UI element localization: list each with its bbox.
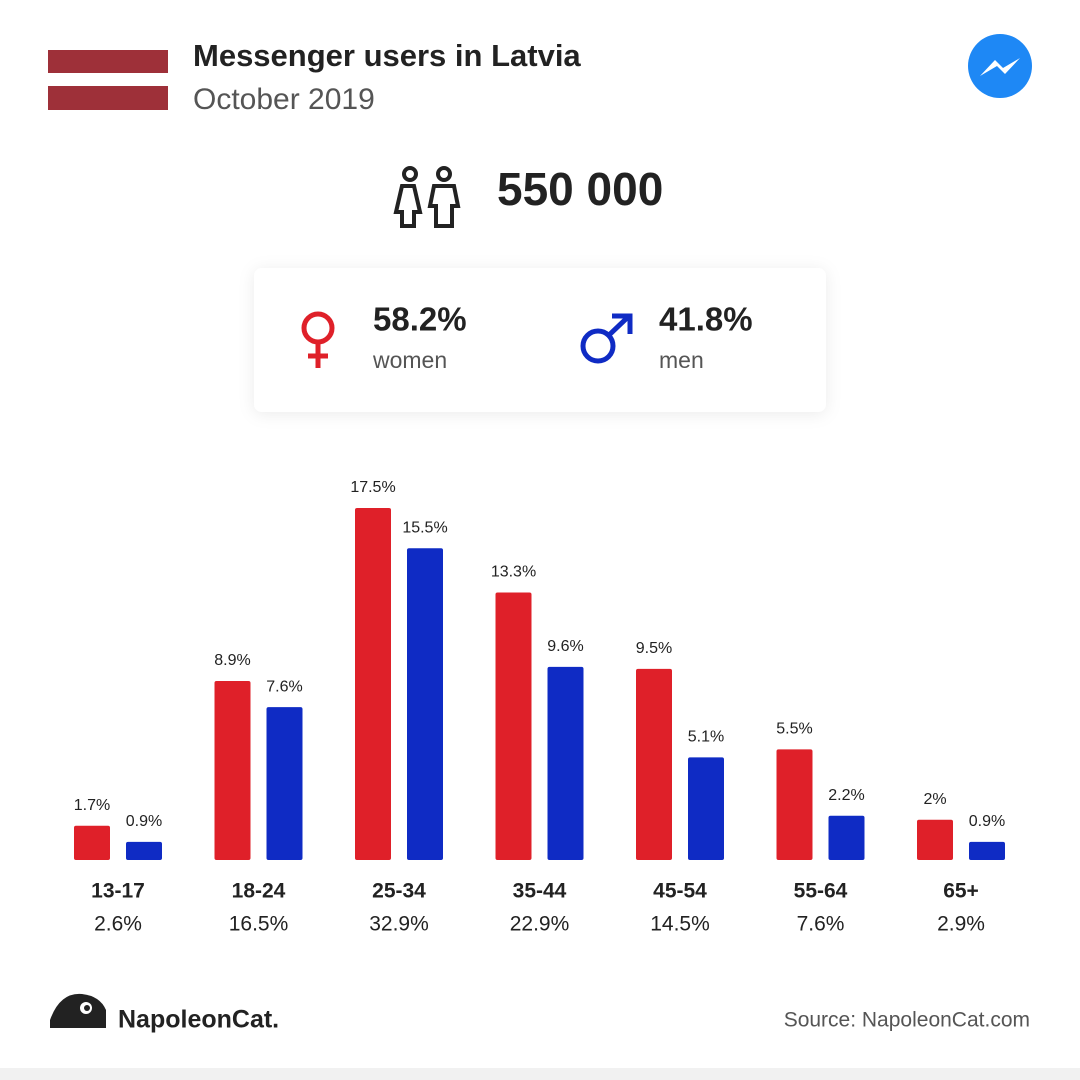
women-label: women	[372, 347, 447, 373]
subtitle: October 2019	[193, 83, 375, 116]
category-label: 13-17	[91, 880, 145, 903]
female-symbol	[301, 311, 335, 368]
category-total: 2.9%	[937, 913, 985, 936]
category-total: 16.5%	[229, 913, 289, 936]
bar	[495, 592, 532, 860]
male-symbol	[580, 313, 633, 364]
bar	[74, 825, 110, 860]
bar	[636, 668, 672, 860]
men-share: 41.8%	[659, 301, 753, 338]
brand: NapoleonCat.	[118, 1006, 279, 1034]
title: Messenger users in Latvia	[193, 38, 581, 73]
men-label: men	[659, 347, 704, 373]
people-icon	[393, 166, 461, 228]
value-label: 0.9%	[969, 813, 1005, 830]
messenger-icon	[968, 34, 1032, 98]
bar	[126, 841, 162, 860]
value-label: 5.5%	[776, 721, 812, 738]
category-total: 14.5%	[650, 913, 710, 936]
value-label: 15.5%	[402, 519, 447, 536]
value-label: 9.5%	[636, 640, 672, 657]
value-label: 5.1%	[688, 729, 724, 746]
value-label: 2.2%	[828, 787, 864, 804]
value-label: 7.6%	[266, 678, 302, 695]
bar	[355, 508, 391, 860]
bar	[828, 815, 865, 860]
category-label: 55-64	[794, 880, 848, 903]
category-total: 7.6%	[797, 913, 845, 936]
bar	[266, 707, 303, 860]
bar	[547, 666, 584, 860]
category-label: 35-44	[513, 880, 567, 903]
source: Source: NapoleonCat.com	[784, 1009, 1030, 1032]
bar	[214, 680, 251, 860]
flag	[48, 50, 168, 110]
category-label: 18-24	[232, 880, 286, 903]
bar	[969, 841, 1005, 860]
category-total: 2.6%	[94, 913, 142, 936]
value-label: 13.3%	[491, 564, 536, 581]
women-share: 58.2%	[373, 301, 467, 338]
category-label: 25-34	[372, 880, 426, 903]
value-label: 9.6%	[547, 638, 583, 655]
bar	[917, 819, 953, 860]
category-label: 45-54	[653, 880, 707, 903]
bar	[776, 749, 813, 860]
value-label: 8.9%	[214, 652, 250, 669]
gender-card	[254, 268, 826, 412]
value-label: 0.9%	[126, 813, 162, 830]
napoleoncat-logo	[50, 993, 106, 1028]
category-total: 22.9%	[510, 913, 570, 936]
category-total: 32.9%	[369, 913, 429, 936]
bar	[407, 548, 443, 860]
bar	[688, 757, 724, 860]
total-users: 550 000	[497, 163, 663, 215]
value-label: 1.7%	[74, 797, 110, 814]
bottom-strip	[0, 1068, 1080, 1080]
value-label: 2%	[923, 791, 946, 808]
value-label: 17.5%	[350, 479, 395, 496]
category-label: 65+	[943, 880, 979, 903]
